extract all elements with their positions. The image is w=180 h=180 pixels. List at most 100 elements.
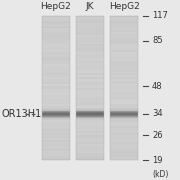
Bar xyxy=(76,149,104,151)
Bar xyxy=(42,17,70,19)
Bar xyxy=(42,68,70,70)
Bar xyxy=(110,91,138,93)
Bar xyxy=(110,104,138,106)
Bar xyxy=(76,97,104,99)
Bar xyxy=(110,25,138,27)
Bar xyxy=(110,129,138,131)
Bar xyxy=(110,100,138,102)
Bar xyxy=(42,153,70,155)
Bar xyxy=(76,23,104,25)
Bar xyxy=(76,110,104,111)
Bar xyxy=(42,120,70,122)
Bar xyxy=(110,119,138,121)
Bar xyxy=(76,84,104,86)
Bar xyxy=(42,110,70,111)
Bar xyxy=(110,135,138,137)
Bar xyxy=(76,79,104,81)
Bar xyxy=(42,108,70,109)
Bar xyxy=(76,46,104,48)
Bar xyxy=(42,129,70,131)
Bar xyxy=(110,50,138,52)
Bar xyxy=(110,61,138,63)
Bar xyxy=(76,138,104,140)
Bar xyxy=(42,30,70,32)
Text: HepG2: HepG2 xyxy=(109,2,140,11)
Bar xyxy=(110,118,138,119)
Bar xyxy=(110,28,138,30)
Bar xyxy=(110,146,138,148)
Bar xyxy=(42,44,70,46)
Bar xyxy=(76,70,104,72)
Bar xyxy=(42,21,70,23)
Bar xyxy=(110,151,138,153)
Bar xyxy=(42,77,70,79)
Text: 117: 117 xyxy=(152,11,168,20)
Bar xyxy=(42,75,70,77)
Bar xyxy=(76,61,104,63)
Bar xyxy=(110,44,138,46)
Bar xyxy=(76,73,104,75)
Bar xyxy=(76,112,104,113)
Bar xyxy=(76,119,104,121)
Bar xyxy=(110,73,138,75)
Bar xyxy=(76,111,104,112)
Bar xyxy=(42,95,70,97)
Bar xyxy=(110,62,138,64)
Bar xyxy=(76,153,104,155)
Bar xyxy=(42,158,70,160)
Bar xyxy=(42,37,70,39)
Bar xyxy=(42,109,70,110)
Bar xyxy=(110,46,138,48)
Bar xyxy=(76,21,104,23)
Bar xyxy=(110,64,138,66)
Bar xyxy=(76,112,104,113)
Bar xyxy=(42,117,70,118)
Bar xyxy=(76,68,104,70)
Bar xyxy=(110,34,138,36)
Bar xyxy=(42,113,70,114)
Text: 34: 34 xyxy=(152,109,163,118)
Bar xyxy=(76,114,104,115)
Bar xyxy=(76,113,104,114)
Bar xyxy=(76,75,104,77)
Bar xyxy=(110,112,138,113)
Text: 85: 85 xyxy=(152,37,163,46)
Bar xyxy=(110,79,138,81)
Bar xyxy=(42,16,70,160)
Bar xyxy=(110,106,138,108)
Bar xyxy=(76,82,104,84)
Bar xyxy=(76,109,104,110)
Bar xyxy=(42,116,70,117)
Bar xyxy=(42,34,70,36)
Bar xyxy=(42,72,70,74)
Bar xyxy=(110,77,138,79)
Bar xyxy=(42,50,70,52)
Bar xyxy=(76,88,104,90)
Bar xyxy=(42,93,70,95)
Text: HepG2: HepG2 xyxy=(40,2,71,11)
Bar xyxy=(110,126,138,128)
Bar xyxy=(76,117,104,119)
Bar xyxy=(110,23,138,25)
Bar xyxy=(42,126,70,128)
Bar xyxy=(110,97,138,99)
Bar xyxy=(110,39,138,41)
Bar xyxy=(110,117,138,118)
Bar xyxy=(110,149,138,151)
Bar xyxy=(76,93,104,95)
Bar xyxy=(76,28,104,30)
Text: JK: JK xyxy=(86,2,94,11)
Bar xyxy=(110,68,138,70)
Bar xyxy=(42,137,70,139)
Bar xyxy=(110,114,138,115)
Bar xyxy=(110,116,138,117)
Bar xyxy=(76,133,104,135)
Bar xyxy=(110,59,138,61)
Text: 26: 26 xyxy=(152,131,163,140)
Bar xyxy=(110,37,138,39)
Bar xyxy=(110,30,138,32)
Bar xyxy=(110,99,138,101)
Bar xyxy=(42,16,70,18)
Bar xyxy=(110,35,138,37)
Bar xyxy=(42,48,70,50)
